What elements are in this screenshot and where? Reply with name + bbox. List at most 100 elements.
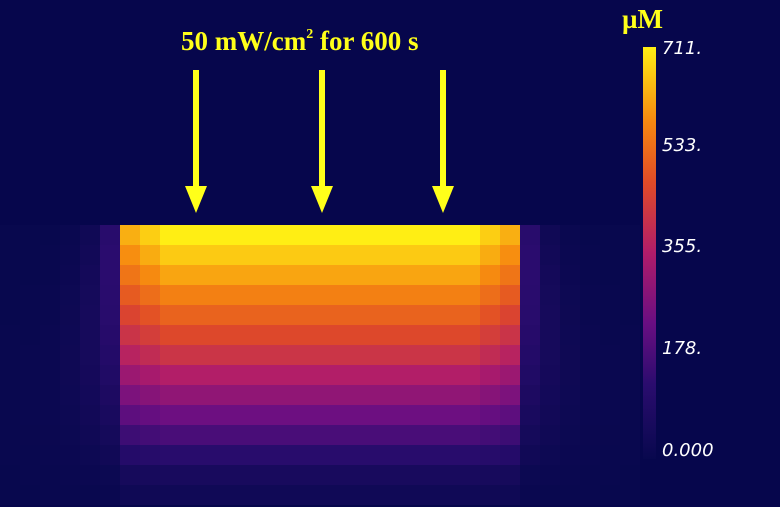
heatmap-cell (260, 245, 280, 265)
heatmap-cell (300, 445, 320, 465)
heatmap-cell (60, 285, 80, 305)
heatmap-cell (420, 365, 440, 385)
heatmap-cell (280, 405, 300, 425)
heatmap-cell (0, 325, 20, 345)
heatmap-cell (620, 325, 640, 345)
heatmap-cell (220, 285, 240, 305)
heatmap-cell (300, 385, 320, 405)
heatmap-cell (40, 465, 60, 485)
heatmap-cell (400, 425, 420, 445)
heatmap-cell (200, 225, 220, 245)
heatmap-cell (420, 225, 440, 245)
heatmap-cell (240, 325, 260, 345)
heatmap-cell (400, 245, 420, 265)
heatmap-cell (360, 405, 380, 425)
heatmap-cell (200, 265, 220, 285)
heatmap-cell (140, 365, 160, 385)
heatmap-cell (100, 385, 120, 405)
heatmap-cell (400, 445, 420, 465)
heatmap-cell (580, 225, 600, 245)
heatmap-cell (500, 385, 520, 405)
heatmap-cell (600, 325, 620, 345)
heatmap-cell (60, 245, 80, 265)
heatmap-cell (520, 265, 540, 285)
heatmap-cell (220, 465, 240, 485)
heatmap-cell (500, 225, 520, 245)
heatmap-cell (300, 485, 320, 505)
heatmap-cell (540, 305, 560, 325)
heatmap-cell (240, 225, 260, 245)
heatmap-cell (300, 365, 320, 385)
heatmap-cell (0, 445, 20, 465)
heatmap-cell (100, 325, 120, 345)
heatmap-cell (600, 445, 620, 465)
heatmap-cell (240, 425, 260, 445)
heatmap-cell (20, 365, 40, 385)
heatmap-cell (480, 245, 500, 265)
heatmap-cell (620, 485, 640, 505)
heatmap-cell (280, 225, 300, 245)
heatmap-cell (540, 485, 560, 505)
heatmap-cell (280, 365, 300, 385)
heatmap-cell (120, 265, 140, 285)
heatmap-cell (260, 265, 280, 285)
heatmap-cell (0, 425, 20, 445)
heatmap-cell (40, 285, 60, 305)
heatmap-cell (380, 425, 400, 445)
heatmap-cell (480, 325, 500, 345)
heatmap-cell (580, 245, 600, 265)
colorbar-tick-min: 0.000 (662, 440, 714, 461)
heatmap-cell (320, 305, 340, 325)
heatmap-cell (260, 465, 280, 485)
heatmap-cell (360, 365, 380, 385)
heatmap-cell (320, 465, 340, 485)
heatmap-cell (380, 345, 400, 365)
heatmap-cell (220, 425, 240, 445)
heatmap-cell (520, 405, 540, 425)
heatmap-cell (200, 245, 220, 265)
heatmap-cell (220, 245, 240, 265)
colorbar (643, 47, 656, 459)
heatmap-cell (200, 425, 220, 445)
heatmap-cell (160, 425, 180, 445)
heatmap-cell (500, 365, 520, 385)
heatmap-cell (140, 225, 160, 245)
heatmap-cell (100, 445, 120, 465)
heatmap-cell (360, 445, 380, 465)
heatmap-cell (280, 325, 300, 345)
heatmap-cell (560, 485, 580, 505)
heatmap-cell (520, 485, 540, 505)
heatmap-cell (480, 485, 500, 505)
heatmap-cell (320, 385, 340, 405)
heatmap-cell (440, 405, 460, 425)
heatmap-cell (540, 225, 560, 245)
heatmap-cell (20, 345, 40, 365)
heatmap-cell (260, 225, 280, 245)
heatmap-cell (440, 445, 460, 465)
heatmap-cell (160, 365, 180, 385)
heatmap-cell (220, 405, 240, 425)
heatmap-cell (480, 425, 500, 445)
heatmap-cell (120, 425, 140, 445)
heatmap-cell (180, 405, 200, 425)
heatmap-cell (400, 285, 420, 305)
heatmap-cell (620, 405, 640, 425)
heatmap-cell (40, 345, 60, 365)
heatmap-cell (80, 245, 100, 265)
heatmap-cell (380, 325, 400, 345)
heatmap-cell (500, 245, 520, 265)
heatmap-cell (540, 465, 560, 485)
heatmap-cell (520, 445, 540, 465)
heatmap-cell (0, 285, 20, 305)
heatmap-cell (380, 305, 400, 325)
illumination-label-main: 50 mW/cm (181, 26, 307, 56)
heatmap-cell (180, 245, 200, 265)
heatmap-cell (180, 285, 200, 305)
heatmap-cell (220, 485, 240, 505)
heatmap-cell (180, 265, 200, 285)
heatmap-cell (460, 405, 480, 425)
heatmap-cell (80, 425, 100, 445)
heatmap-cell (540, 285, 560, 305)
heatmap-cell (580, 445, 600, 465)
